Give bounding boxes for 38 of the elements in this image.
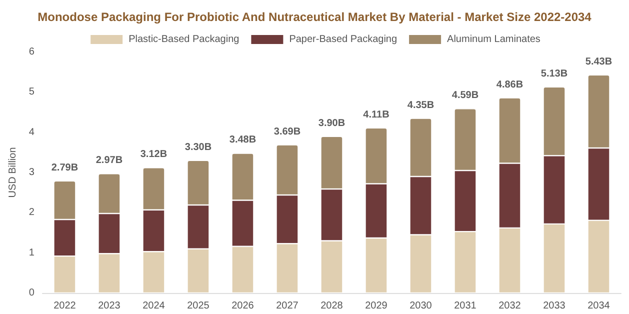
x-tick-label: 2031 [454, 300, 477, 312]
total-label: 4.59B [452, 90, 479, 102]
y-tick-label: 4 [28, 126, 35, 138]
total-label: 4.35B [407, 100, 434, 111]
total-label: 5.13B [540, 68, 568, 80]
chart-title: Monodose Packaging For Probiotic And Nutraceutical Market By Material - Market Size 2022-2034 [38, 10, 592, 24]
y-tick-label: 3 [28, 167, 35, 178]
total-label: 3.30B [184, 142, 212, 153]
y-tick-label: 0 [28, 288, 35, 298]
x-tick-label: 2029 [365, 300, 388, 312]
y-tick-label: 2 [28, 207, 35, 218]
x-tick-label: 2032 [498, 300, 522, 312]
x-tick-label: 2024 [142, 300, 166, 312]
total-label: 4.11B [363, 109, 390, 120]
y-tick-label: 1 [28, 247, 35, 258]
legend-label: Plastic-Based Packaging [128, 34, 240, 45]
x-tick-label: 2026 [232, 300, 254, 312]
y-axis-title: USD Billion [8, 147, 18, 198]
total-label: 5.43B [585, 56, 612, 68]
total-label: 3.48B [229, 134, 256, 146]
x-tick-label: 2027 [276, 300, 299, 312]
x-tick-label: 2022 [54, 300, 76, 312]
total-label: 3.90B [318, 118, 346, 129]
total-label: 3.69B [274, 126, 301, 138]
x-tick-label: 2033 [543, 300, 566, 312]
total-label: 2.79B [51, 162, 78, 174]
legend-label: Aluminum Laminates [447, 34, 540, 45]
y-tick-label: 6 [28, 46, 35, 58]
x-tick-label: 2030 [410, 300, 432, 312]
x-tick-label: 2025 [187, 300, 210, 312]
x-tick-label: 2028 [320, 300, 344, 312]
total-label: 2.97B [96, 155, 123, 166]
total-label: 3.12B [140, 149, 168, 160]
y-tick-label: 5 [28, 86, 35, 98]
x-tick-label: 2023 [98, 300, 121, 312]
x-tick-label: 2034 [588, 300, 610, 312]
total-label: 4.86B [496, 79, 524, 90]
legend-label: Paper-Based Packaging [289, 34, 398, 45]
